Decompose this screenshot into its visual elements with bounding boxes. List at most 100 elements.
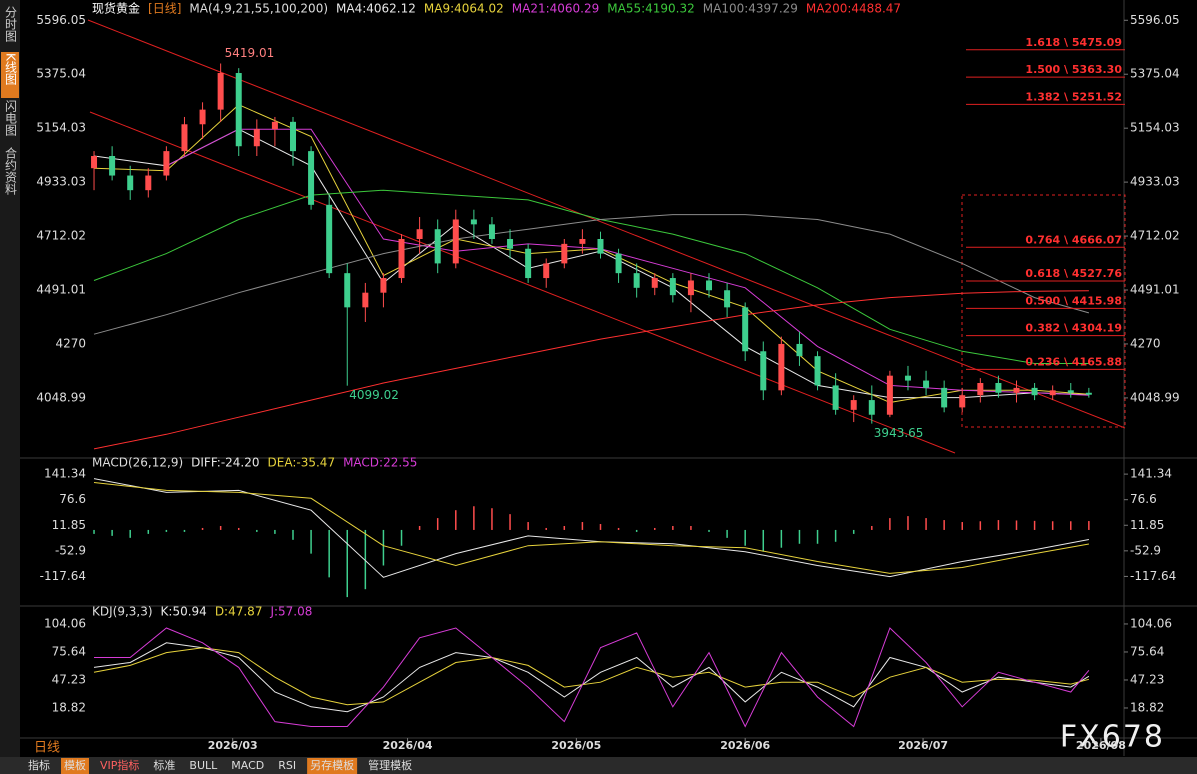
y-tick-label: 141.34 bbox=[44, 467, 86, 481]
candle-body bbox=[380, 278, 387, 293]
legend-entry: KDJ(9,3,3) bbox=[92, 605, 153, 619]
y-tick-label: 4270 bbox=[1130, 336, 1161, 350]
candle-body bbox=[235, 73, 242, 147]
trend-line bbox=[89, 111, 956, 454]
x-tick-label: 2026/04 bbox=[383, 739, 433, 752]
indicator-line bbox=[94, 627, 1090, 728]
y-tick-label: -117.64 bbox=[1130, 569, 1176, 583]
indicator-line bbox=[93, 478, 1089, 578]
candle-body bbox=[271, 121, 278, 130]
watermark: FX678 bbox=[1060, 720, 1165, 755]
fib-label: 1.382 \ 5251.52 bbox=[1025, 90, 1122, 103]
candle-body bbox=[289, 121, 296, 152]
legend-entry: 现货黄金 bbox=[92, 1, 140, 16]
x-tick-label: 2026/08 bbox=[1076, 739, 1126, 752]
fib-label: 0.382 \ 4304.19 bbox=[1025, 322, 1122, 335]
candle-body bbox=[217, 73, 224, 110]
y-tick-label: 5375.04 bbox=[1130, 67, 1180, 81]
toolbar-button[interactable]: 指标 bbox=[28, 758, 50, 772]
legend-entry: DEA:-35.47 bbox=[268, 456, 336, 470]
y-tick-label: 4048.99 bbox=[36, 390, 86, 404]
candle-body bbox=[669, 278, 676, 296]
candle-body bbox=[579, 238, 586, 244]
candle-body bbox=[181, 124, 188, 152]
candle-body bbox=[778, 343, 785, 391]
y-tick-label: -117.64 bbox=[40, 569, 86, 583]
y-tick-label: 5596.05 bbox=[36, 13, 86, 27]
indicator-line bbox=[93, 214, 1090, 335]
candle-body bbox=[507, 238, 514, 249]
toolbar-button[interactable]: BULL bbox=[189, 759, 218, 772]
legend-entry: K:50.94 bbox=[161, 605, 207, 619]
indicator-line bbox=[166, 128, 1089, 396]
y-tick-label: 47.23 bbox=[52, 672, 86, 686]
toolbar-button[interactable]: VIP指标 bbox=[100, 758, 139, 772]
y-tick-label: 4933.03 bbox=[1130, 175, 1180, 189]
candle-body bbox=[923, 380, 930, 388]
side-tab[interactable]: K线图 bbox=[4, 53, 18, 85]
fib-label: 0.236 \ 4165.88 bbox=[1025, 355, 1122, 368]
x-tick-label: 2026/03 bbox=[208, 739, 258, 752]
candle-body bbox=[452, 219, 459, 264]
candle-body bbox=[706, 280, 713, 291]
candle-body bbox=[434, 229, 441, 264]
active-tab-bg bbox=[1, 52, 19, 98]
candle-body bbox=[145, 175, 152, 191]
y-tick-label: 4491.01 bbox=[36, 283, 86, 297]
candle-body bbox=[1013, 387, 1020, 393]
candle-body bbox=[1049, 390, 1056, 396]
legend-entry: D:47.87 bbox=[215, 605, 263, 619]
legend-entry: MA100:4397.29 bbox=[703, 2, 798, 16]
toolbar bbox=[0, 757, 1197, 774]
fib-label: 0.764 \ 4666.07 bbox=[1025, 233, 1122, 246]
legend-entry: MA200:4488.47 bbox=[806, 2, 901, 16]
candle-body bbox=[597, 238, 604, 254]
toolbar-button[interactable]: 另存模板 bbox=[310, 758, 354, 772]
candle-body bbox=[525, 248, 532, 279]
candle-body bbox=[796, 343, 803, 357]
side-tab[interactable]: 分时图 bbox=[4, 6, 18, 42]
candle-body bbox=[543, 263, 550, 279]
fib-label: 0.618 \ 4527.76 bbox=[1025, 267, 1122, 280]
y-tick-label: 5154.03 bbox=[1130, 121, 1180, 135]
y-tick-label: 18.82 bbox=[1130, 700, 1164, 714]
side-tab[interactable]: 合约资料 bbox=[4, 146, 18, 195]
candle-body bbox=[416, 229, 423, 239]
y-tick-label: 141.34 bbox=[1130, 467, 1172, 481]
y-tick-label: 47.23 bbox=[1130, 672, 1164, 686]
period-tab[interactable]: 日线 bbox=[34, 741, 60, 756]
candle-body bbox=[814, 356, 821, 386]
legend-entry: MA(4,9,21,55,100,200) bbox=[189, 2, 328, 16]
price-annotation: 4099.02 bbox=[349, 388, 399, 402]
y-tick-label: 11.85 bbox=[52, 518, 86, 532]
toolbar-button[interactable]: MACD bbox=[231, 759, 264, 772]
y-tick-label: 4712.02 bbox=[36, 229, 86, 243]
toolbar-button[interactable]: 模板 bbox=[64, 758, 86, 772]
legend-entry: MA9:4064.02 bbox=[424, 2, 504, 16]
candle-body bbox=[163, 151, 170, 176]
side-tab[interactable]: 闪电图 bbox=[4, 100, 18, 136]
indicator-line bbox=[93, 290, 1089, 450]
candle-body bbox=[470, 219, 477, 225]
candle-body bbox=[651, 278, 658, 288]
candle-body bbox=[398, 238, 405, 279]
toolbar-button[interactable]: 标准 bbox=[153, 758, 175, 772]
y-tick-label: 4491.01 bbox=[1130, 283, 1180, 297]
toolbar-button[interactable]: 管理模板 bbox=[368, 758, 412, 772]
candle-body bbox=[362, 292, 369, 308]
indicator-line bbox=[93, 647, 1090, 706]
y-tick-label: 75.64 bbox=[1130, 644, 1164, 658]
fib-box bbox=[961, 194, 1126, 428]
legend-entry: J:57.08 bbox=[269, 605, 312, 619]
legend-entry: MA55:4190.32 bbox=[607, 2, 695, 16]
candle-body bbox=[904, 375, 911, 381]
candle-body bbox=[832, 385, 839, 410]
toolbar-button[interactable]: RSI bbox=[278, 759, 296, 772]
indicator-line bbox=[93, 128, 1089, 399]
candle-body bbox=[199, 109, 206, 125]
legend-entry: [日线] bbox=[148, 2, 181, 16]
candle-body bbox=[868, 400, 875, 415]
candle-body bbox=[91, 156, 98, 169]
indicator-line bbox=[93, 482, 1089, 574]
